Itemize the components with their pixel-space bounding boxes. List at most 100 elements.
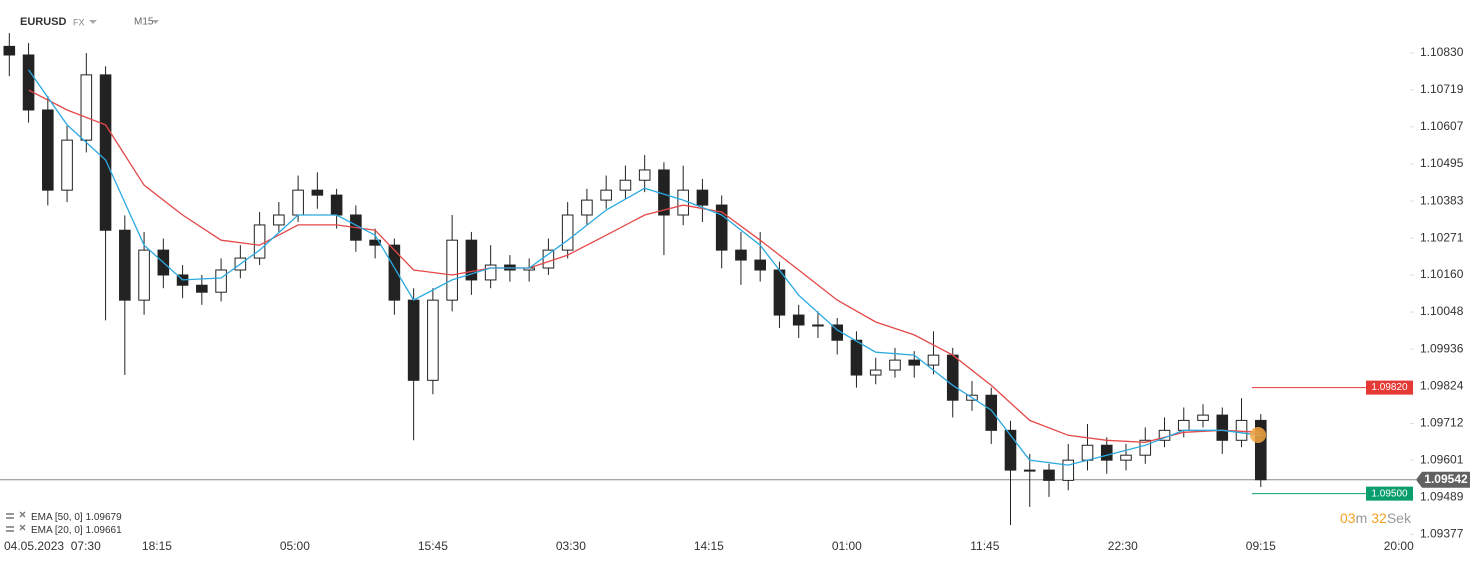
y-tick-label: 1.10607: [1420, 119, 1464, 133]
candle-body: [561, 214, 574, 251]
candle-body: [292, 189, 304, 216]
current-price-box: [1416, 471, 1470, 488]
candle-body: [927, 354, 940, 366]
legend-remove[interactable]: [19, 511, 26, 518]
candle-body: [330, 194, 343, 216]
x-tick-label: 22:30: [1108, 539, 1138, 553]
candle-body: [1235, 419, 1248, 441]
candle-body: [1043, 469, 1055, 481]
order-marker[interactable]: [1250, 427, 1266, 443]
ema-line: [28, 89, 1261, 443]
legend-remove[interactable]: [19, 524, 26, 531]
legend: EMA [50, 0] 1.09679 EMA [20, 0] 1.09661: [6, 511, 122, 536]
x-tick-label: 03:30: [556, 539, 586, 553]
candle-body: [484, 264, 497, 281]
candle-body: [427, 299, 439, 381]
candle-body: [196, 284, 208, 293]
candle-body: [542, 249, 555, 269]
candle-body: [61, 139, 73, 191]
candle-body: [3, 45, 16, 56]
y-tick-label: 1.10271: [1420, 230, 1464, 244]
legend-value: 1.09679: [85, 512, 122, 523]
candle-body: [446, 239, 458, 301]
y-tick-label: 1.10830: [1420, 45, 1464, 59]
x-tick-label: 01:00: [832, 539, 862, 553]
candle-body: [869, 369, 882, 376]
candle-body: [1139, 439, 1152, 456]
y-tick-label: 1.09489: [1420, 489, 1464, 503]
candle-body: [638, 169, 651, 181]
level-box: [1366, 380, 1413, 395]
y-tick-label: 1.09377: [1420, 527, 1464, 541]
candle-body: [388, 244, 401, 301]
x-tick-label: 09:15: [1246, 539, 1276, 553]
candle-body: [99, 74, 112, 231]
candle-body: [715, 204, 728, 251]
candle-body: [812, 324, 824, 327]
legend-entry: EMA [50, 0] 1.09679: [31, 512, 122, 523]
level-box: [1366, 486, 1413, 501]
x-tick-label: 11:45: [970, 539, 999, 553]
y-tick-label: 1.09712: [1420, 416, 1464, 430]
countdown-unit: m: [1356, 510, 1368, 526]
candle-body: [1100, 444, 1113, 461]
candle-body: [407, 299, 420, 381]
candle-body: [696, 189, 709, 206]
legend-icon[interactable]: [6, 530, 14, 532]
countdown-minutes: 03: [1340, 510, 1356, 526]
x-tick-label: 20:00: [1384, 539, 1414, 553]
ema-line: [28, 69, 1261, 466]
candle-body: [465, 239, 478, 281]
candle-body: [619, 179, 632, 191]
market: FX: [73, 17, 85, 27]
candle-body: [273, 214, 285, 226]
candle-body: [311, 189, 324, 196]
legend-icon[interactable]: [6, 517, 14, 519]
candle-body: [119, 229, 131, 301]
candle-body: [1197, 414, 1209, 421]
legend-icon[interactable]: [6, 526, 14, 528]
y-tick-label: 1.09824: [1420, 378, 1464, 392]
legend-icon[interactable]: [6, 513, 14, 515]
candle-body: [253, 224, 266, 259]
countdown-seconds: 32: [1371, 510, 1387, 526]
candle-body: [985, 394, 998, 431]
candle-body: [1081, 444, 1094, 461]
candle-body: [80, 74, 93, 141]
y-tick-label: 1.10719: [1420, 82, 1464, 96]
candle-body: [1023, 469, 1036, 472]
x-tick-label: 05:00: [280, 539, 310, 553]
plot-area: 1.10830 1.10719 1.10607 1.10495 1.10383 1.102…: [0, 33, 1464, 553]
dropdown-arrow[interactable]: [152, 20, 159, 24]
candle-body: [754, 259, 766, 271]
countdown-unit: Sek: [1387, 510, 1412, 526]
y-tick-label: 1.10495: [1420, 156, 1464, 170]
legend-name: EMA [50, 0]: [31, 512, 83, 523]
symbol[interactable]: EURUSD: [20, 16, 67, 28]
candle-body: [1216, 414, 1229, 441]
candle-body: [889, 359, 901, 371]
candle-body: [908, 359, 921, 366]
candle-body: [850, 339, 863, 376]
candle-body: [1062, 459, 1075, 481]
x-tick-label: 18:15: [142, 539, 172, 553]
legend-name: EMA [20, 0]: [31, 525, 83, 536]
candle-body: [600, 189, 612, 201]
y-tick-label: 1.10383: [1420, 193, 1464, 207]
legend-value: 1.09661: [85, 525, 122, 536]
candle-body: [677, 189, 689, 216]
dropdown-arrow[interactable]: [89, 20, 97, 24]
candle-body: [735, 249, 747, 261]
candle-body: [22, 54, 35, 111]
candle-body: [138, 249, 150, 301]
candle-body: [581, 199, 593, 216]
candle-body: [1254, 419, 1267, 481]
candle-body: [1004, 429, 1017, 471]
x-tick-label: 14:15: [694, 539, 724, 553]
y-tick-label: 1.10048: [1420, 304, 1464, 318]
countdown: 03m 32Sek: [1340, 510, 1412, 526]
y-tick-label: 1.10160: [1420, 267, 1464, 281]
legend-entry: EMA [20, 0] 1.09661: [31, 525, 122, 536]
interval[interactable]: M15: [134, 17, 154, 28]
